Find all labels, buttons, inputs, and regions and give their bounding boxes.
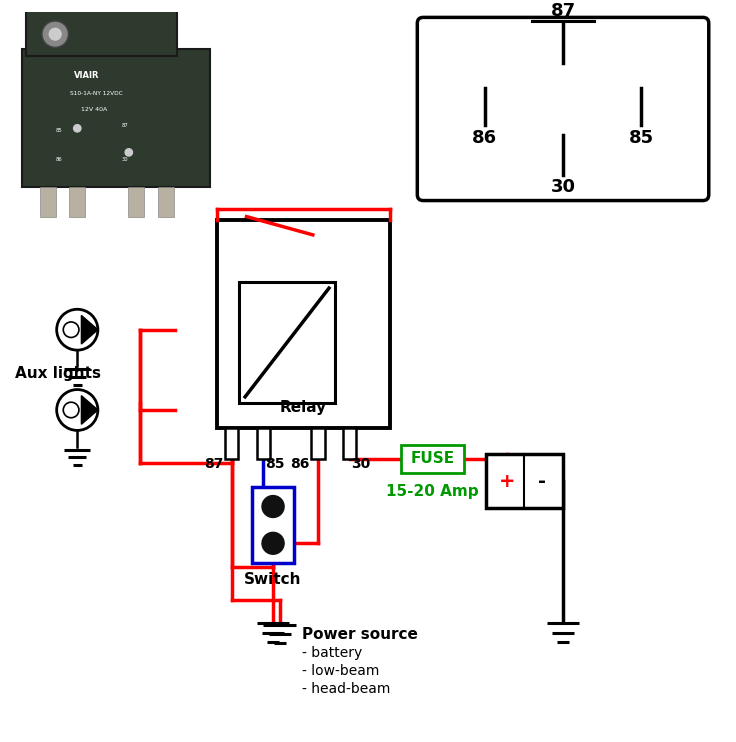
Text: 30: 30 xyxy=(551,179,576,197)
Text: - low-beam: - low-beam xyxy=(302,664,380,678)
Circle shape xyxy=(42,21,68,47)
Polygon shape xyxy=(82,315,98,344)
Text: 87: 87 xyxy=(121,123,128,128)
Text: 30: 30 xyxy=(351,456,370,470)
Bar xyxy=(257,428,270,459)
Text: FUSE: FUSE xyxy=(411,451,454,467)
Text: Aux lights: Aux lights xyxy=(15,366,101,381)
Text: 87: 87 xyxy=(204,456,223,470)
Circle shape xyxy=(49,27,62,41)
FancyBboxPatch shape xyxy=(22,49,210,188)
Circle shape xyxy=(262,532,284,554)
Text: 12V 40A: 12V 40A xyxy=(81,107,107,112)
Text: -: - xyxy=(538,472,546,490)
Text: 87: 87 xyxy=(551,1,576,19)
Circle shape xyxy=(262,496,284,517)
Text: +: + xyxy=(498,472,515,490)
Bar xyxy=(252,487,294,563)
FancyBboxPatch shape xyxy=(26,5,177,56)
Circle shape xyxy=(57,309,98,350)
Bar xyxy=(486,454,563,508)
Text: 86: 86 xyxy=(290,456,309,470)
Text: 85: 85 xyxy=(55,128,62,133)
Polygon shape xyxy=(82,395,98,424)
Text: 86: 86 xyxy=(473,128,498,146)
Text: - battery: - battery xyxy=(302,646,363,660)
FancyBboxPatch shape xyxy=(417,17,709,200)
Circle shape xyxy=(63,322,79,338)
Text: 30: 30 xyxy=(121,157,128,162)
Text: 85: 85 xyxy=(265,456,284,470)
Circle shape xyxy=(63,402,79,418)
Circle shape xyxy=(57,390,98,430)
Text: Switch: Switch xyxy=(244,572,302,587)
Bar xyxy=(225,428,238,459)
Text: 85: 85 xyxy=(629,128,654,146)
Bar xyxy=(40,188,56,217)
Bar xyxy=(217,220,390,428)
Bar xyxy=(239,282,335,403)
Text: Power source: Power source xyxy=(302,627,418,642)
Bar xyxy=(311,428,325,459)
Bar xyxy=(128,188,144,217)
Text: - head-beam: - head-beam xyxy=(302,682,391,696)
Text: S10-1A-NY 12VDC: S10-1A-NY 12VDC xyxy=(70,91,123,96)
Bar xyxy=(69,188,85,217)
Text: Relay: Relay xyxy=(280,400,328,415)
Bar xyxy=(158,188,174,217)
Bar xyxy=(343,428,356,459)
Circle shape xyxy=(74,125,81,132)
Bar xyxy=(401,445,464,473)
Text: 15-20 Amp: 15-20 Amp xyxy=(386,484,478,499)
Text: 86: 86 xyxy=(55,157,62,162)
Circle shape xyxy=(125,148,132,156)
Text: VIAIR: VIAIR xyxy=(74,70,99,79)
